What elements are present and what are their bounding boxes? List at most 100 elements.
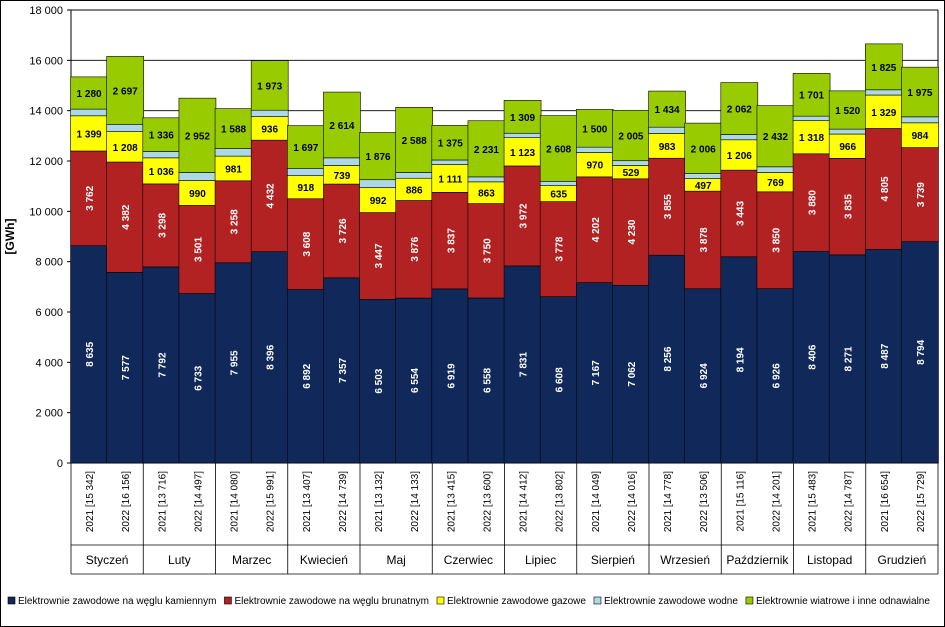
bar-segment-4 bbox=[576, 146, 614, 153]
data-label: 3 258 bbox=[230, 209, 241, 234]
data-label: 1 111 bbox=[438, 174, 462, 185]
bar-segment-4 bbox=[287, 167, 325, 176]
legend-entry: Elektrownie zawodowe na węglu kamiennym bbox=[18, 596, 216, 607]
data-label: 3 750 bbox=[482, 238, 493, 263]
data-label: 8 256 bbox=[663, 346, 674, 371]
data-label: 1 375 bbox=[438, 139, 463, 150]
y-axis-label: [GWh] bbox=[3, 219, 17, 255]
data-label: 6 892 bbox=[302, 363, 313, 388]
x-tick-label: 2021 [13 132] bbox=[374, 471, 385, 532]
month-label: Czerwiec bbox=[444, 553, 493, 567]
bar-segment-1 bbox=[684, 288, 722, 464]
data-label: 6 926 bbox=[771, 363, 782, 388]
bar-segment-2 bbox=[70, 150, 108, 246]
month-label: Maj bbox=[386, 553, 405, 567]
data-label: 2 005 bbox=[618, 131, 643, 142]
data-label: 1 309 bbox=[510, 113, 535, 124]
y-tick-label: 16 000 bbox=[29, 55, 63, 67]
data-label: 2 432 bbox=[763, 132, 788, 143]
legend-swatch bbox=[7, 596, 16, 605]
data-label: 1 208 bbox=[113, 143, 138, 154]
bar-segment-4 bbox=[142, 151, 181, 159]
data-label: 4 230 bbox=[627, 219, 638, 244]
data-label: 1 329 bbox=[871, 108, 896, 119]
x-tick-label: 2022 [14 201] bbox=[771, 471, 782, 532]
data-label: 983 bbox=[659, 142, 676, 153]
bar-segment-5 bbox=[539, 115, 578, 182]
data-label: 1 434 bbox=[655, 105, 680, 116]
data-label: 6 733 bbox=[193, 365, 204, 390]
y-tick-label: 10 000 bbox=[29, 206, 63, 218]
data-label: 863 bbox=[478, 189, 495, 200]
data-label: 6 554 bbox=[410, 368, 421, 393]
bar-segment-2 bbox=[142, 183, 181, 268]
bar-segment-5 bbox=[178, 97, 217, 173]
bar-segment-1 bbox=[70, 245, 108, 464]
bar-segment-5 bbox=[214, 108, 253, 149]
bar-segment-5 bbox=[865, 43, 903, 91]
bar-segment-1 bbox=[323, 277, 361, 464]
data-label: 8 271 bbox=[844, 346, 855, 371]
bar-segment-3 bbox=[901, 122, 939, 148]
bar-segment-2 bbox=[648, 157, 686, 256]
month-label: Listopad bbox=[807, 553, 852, 567]
data-label: 1 701 bbox=[799, 91, 824, 102]
bar-segment-3 bbox=[720, 139, 759, 171]
bar-segment-5 bbox=[648, 90, 686, 128]
data-label: 7 062 bbox=[627, 361, 638, 386]
x-tick-label: 2021 [14 080] bbox=[230, 471, 241, 532]
bar-segment-5 bbox=[720, 82, 759, 135]
data-label: 2 231 bbox=[474, 145, 499, 156]
month-label: Wrzesień bbox=[660, 553, 710, 567]
data-label: 2 588 bbox=[402, 136, 427, 147]
data-label: 635 bbox=[550, 190, 567, 201]
data-label: 8 635 bbox=[85, 341, 96, 366]
bar-segment-5 bbox=[467, 120, 506, 178]
bar-segment-4 bbox=[901, 116, 939, 124]
bar-segment-2 bbox=[612, 178, 650, 286]
bar-segment-1 bbox=[576, 282, 614, 464]
bar-segment-1 bbox=[250, 251, 289, 464]
legend-entry: Elektrownie zawodowe na węglu brunatnym bbox=[234, 596, 429, 607]
legend-swatch bbox=[593, 596, 602, 605]
data-label: 8 487 bbox=[880, 343, 891, 368]
data-label: 739 bbox=[334, 171, 351, 182]
bar-segment-4 bbox=[431, 159, 470, 165]
month-label: Październik bbox=[726, 553, 789, 567]
data-label: 3 880 bbox=[808, 190, 819, 215]
data-label: 2 952 bbox=[185, 131, 210, 142]
bar-segment-5 bbox=[901, 66, 939, 118]
bar-segment-1 bbox=[142, 266, 181, 464]
data-label: 2 006 bbox=[691, 144, 716, 155]
data-label: 918 bbox=[297, 183, 314, 194]
bar-segment-4 bbox=[684, 173, 722, 179]
bar-segment-2 bbox=[395, 200, 433, 299]
x-tick-label: 2021 [13 716] bbox=[157, 471, 168, 532]
data-label: 6 919 bbox=[446, 363, 457, 388]
x-tick-label: 2022 [13 600] bbox=[482, 471, 493, 532]
data-label: 4 202 bbox=[591, 217, 602, 242]
data-label: 1 876 bbox=[366, 152, 391, 163]
data-label: 7 577 bbox=[121, 355, 132, 380]
bar-segment-4 bbox=[756, 166, 795, 173]
data-label: 984 bbox=[912, 131, 929, 142]
x-tick-label: 2021 [16 654] bbox=[880, 471, 891, 532]
bar-segment-2 bbox=[503, 165, 542, 267]
bar-segment-1 bbox=[106, 272, 144, 464]
data-label: 1 500 bbox=[582, 124, 607, 135]
bar-segment-1 bbox=[395, 297, 433, 464]
bar-segment-5 bbox=[792, 73, 831, 117]
data-label: 1 973 bbox=[257, 81, 282, 92]
bar-segment-1 bbox=[865, 249, 903, 464]
bar-segment-4 bbox=[828, 128, 867, 135]
month-label: Styczeń bbox=[86, 553, 129, 567]
x-tick-label: 2022 [14 739] bbox=[338, 471, 349, 532]
data-label: 966 bbox=[839, 142, 856, 153]
month-label: Sierpień bbox=[591, 553, 635, 567]
data-label: 3 876 bbox=[410, 236, 421, 261]
data-label: 497 bbox=[695, 181, 712, 192]
data-label: 3 850 bbox=[771, 227, 782, 252]
bar-segment-5 bbox=[359, 132, 397, 181]
legend-entry: Elektrownie wiatrowe i inne odnawialne bbox=[756, 596, 930, 607]
data-label: 6 558 bbox=[482, 368, 493, 393]
